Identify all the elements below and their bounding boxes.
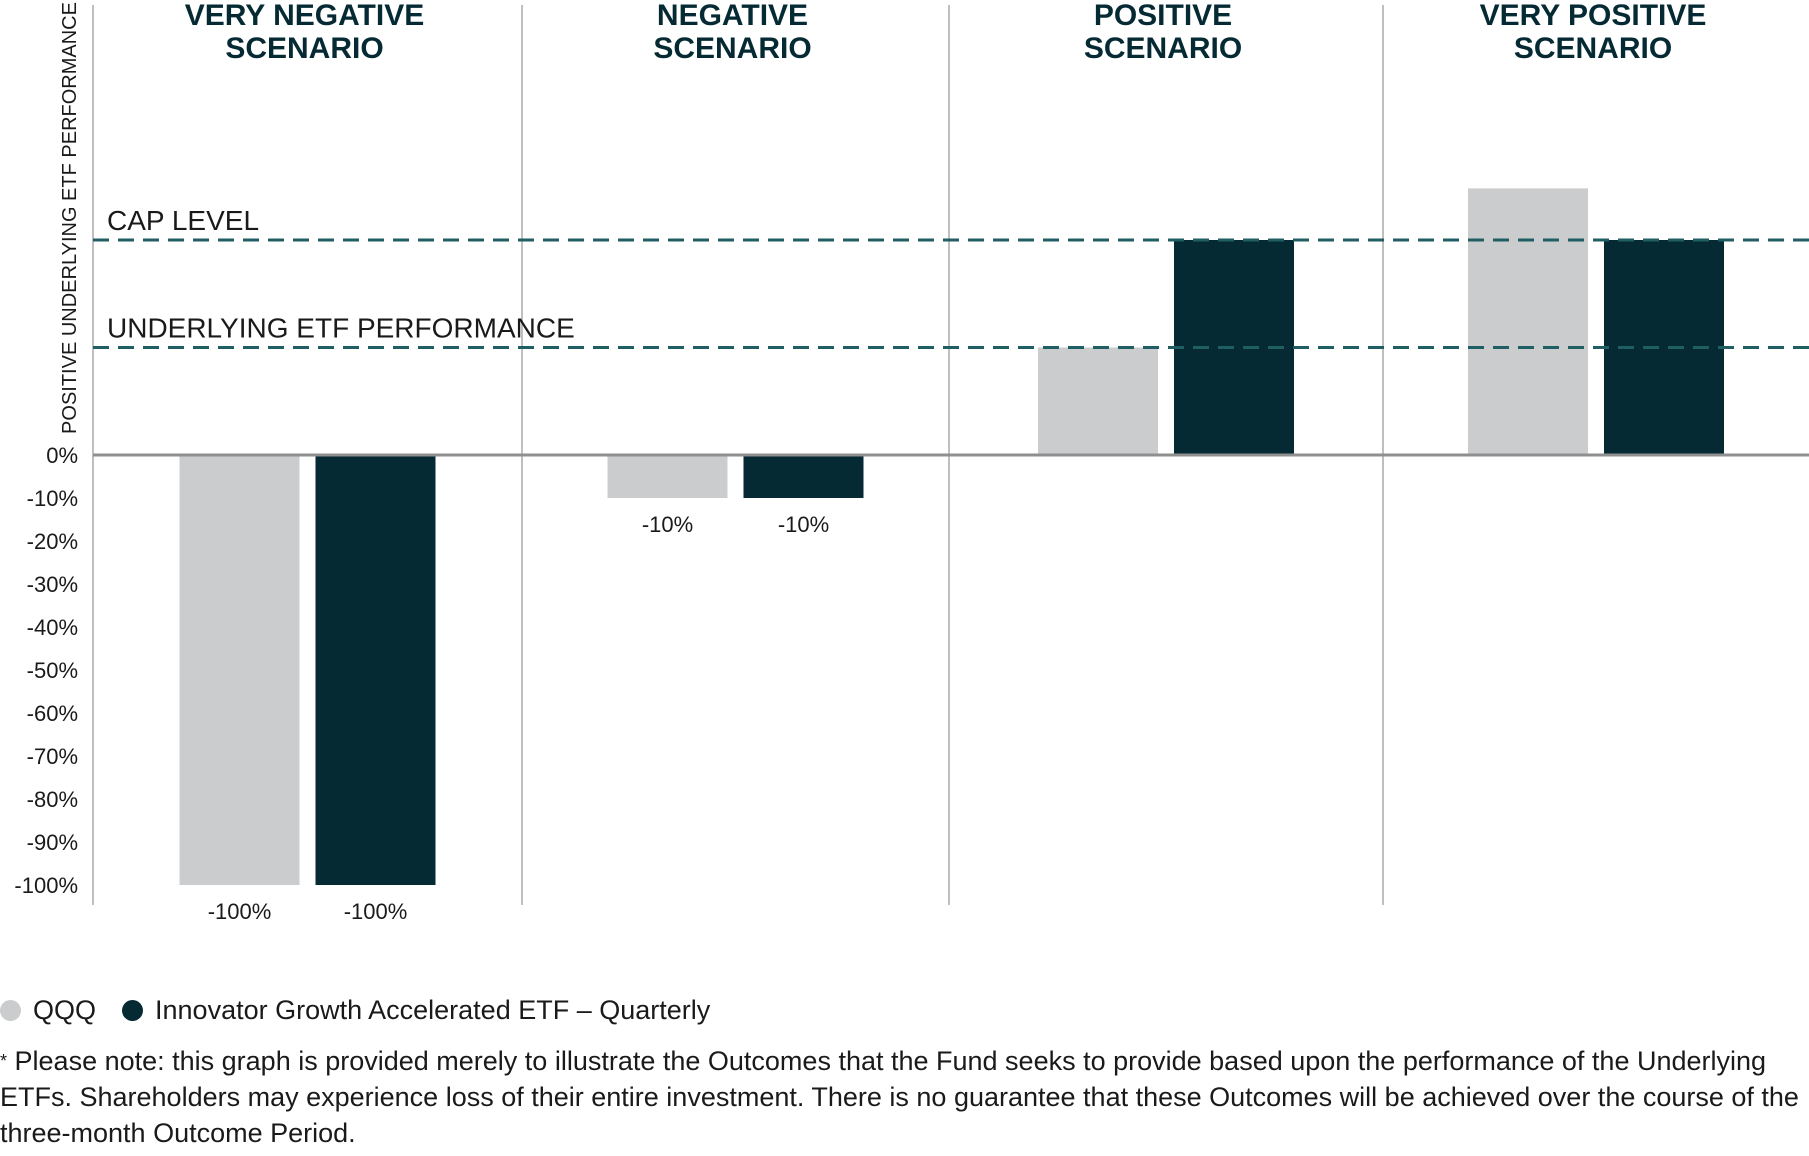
y-tick-label: -30%: [27, 572, 78, 597]
bar: [1038, 347, 1158, 455]
y-tick-label: -10%: [27, 486, 78, 511]
scenario-title: VERY POSITIVE SCENARIO: [1480, 0, 1707, 65]
legend-item-qqq: QQQ: [0, 995, 96, 1026]
footnote: * Please note: this graph is provided me…: [0, 1043, 1800, 1151]
y-tick-label: -80%: [27, 787, 78, 812]
chart-legend: QQQ Innovator Growth Accelerated ETF – Q…: [0, 990, 736, 1030]
y-tick-label: 0%: [46, 443, 78, 468]
bar: [743, 455, 864, 498]
legend-swatch-innovator: [122, 999, 144, 1021]
scenario-bar-chart: VERY NEGATIVE SCENARIO NEGATIVE SCENARIO POS…: [14, 0, 1809, 924]
bar: [179, 455, 300, 885]
legend-swatch-qqq: [0, 999, 21, 1021]
y-tick-label: -100%: [14, 873, 78, 898]
reference-line-label: CAP LEVEL: [107, 205, 259, 236]
y-tick-label: -60%: [27, 701, 78, 726]
bar: [607, 455, 728, 498]
y-tick-label: -50%: [27, 658, 78, 683]
bar-data-label: -100%: [208, 899, 272, 924]
legend-item-innovator: Innovator Growth Accelerated ETF – Quart…: [122, 995, 710, 1026]
y-tick-label: -40%: [27, 615, 78, 640]
y-axis-label: POSITIVE UNDERLYING ETF PERFORMANCE: [59, 2, 81, 434]
legend-label-innovator: Innovator Growth Accelerated ETF – Quart…: [155, 994, 711, 1025]
reference-line-label: UNDERLYING ETF PERFORMANCE: [107, 313, 575, 344]
y-tick-label: -90%: [27, 830, 78, 855]
bar: [315, 455, 436, 885]
bar-data-label: -10%: [642, 512, 693, 537]
scenario-title: VERY NEGATIVE SCENARIO: [185, 0, 425, 65]
bar-data-label: -10%: [778, 512, 829, 537]
footnote-text: Please note: this graph is provided mere…: [0, 1046, 1799, 1148]
y-tick-label: -20%: [27, 529, 78, 554]
y-tick-label: -70%: [27, 744, 78, 769]
scenario-title: POSITIVE SCENARIO: [1084, 0, 1242, 65]
bar: [1468, 188, 1588, 455]
footnote-marker: *: [0, 1051, 8, 1071]
scenario-title: NEGATIVE SCENARIO: [653, 0, 811, 65]
bar-data-label: -100%: [344, 899, 408, 924]
legend-label-qqq: QQQ: [33, 994, 97, 1025]
